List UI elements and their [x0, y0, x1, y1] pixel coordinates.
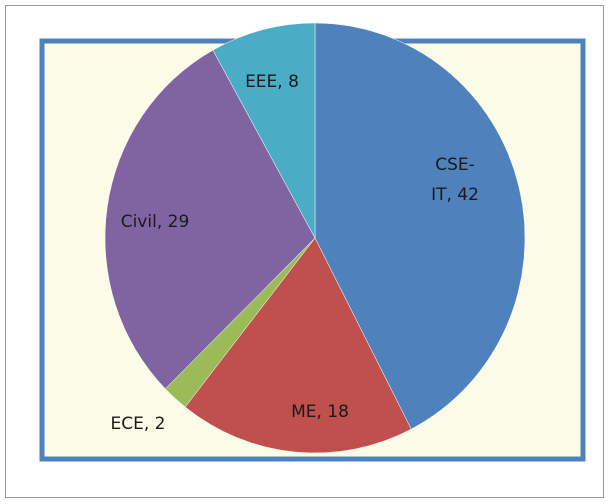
data-label: CSE-IT, 42 [431, 155, 479, 205]
data-label: EEE, 8 [245, 72, 299, 92]
pie-slice [314, 22, 526, 430]
data-label: ECE, 2 [111, 414, 166, 434]
pie-slice [212, 22, 316, 239]
pie-slice [104, 49, 316, 390]
pie-slice [184, 237, 412, 454]
pie [104, 22, 526, 454]
data-label: ME, 18 [291, 402, 349, 422]
data-label: Civil, 29 [121, 212, 190, 232]
